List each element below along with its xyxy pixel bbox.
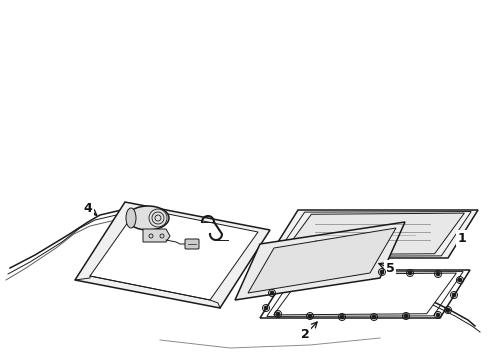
Circle shape <box>408 271 412 275</box>
Circle shape <box>452 293 456 297</box>
Text: 1: 1 <box>458 231 466 244</box>
Polygon shape <box>260 270 470 318</box>
Circle shape <box>340 315 344 319</box>
Circle shape <box>436 272 440 276</box>
Polygon shape <box>143 229 170 242</box>
Text: 3: 3 <box>218 249 226 262</box>
Polygon shape <box>235 222 405 300</box>
Text: 2: 2 <box>301 328 309 342</box>
Polygon shape <box>282 213 465 255</box>
Polygon shape <box>273 273 456 315</box>
Polygon shape <box>248 228 396 293</box>
Circle shape <box>296 272 300 276</box>
Circle shape <box>270 291 274 295</box>
Circle shape <box>372 315 376 319</box>
Ellipse shape <box>126 208 136 228</box>
Circle shape <box>352 270 356 274</box>
Circle shape <box>276 276 280 280</box>
Polygon shape <box>90 208 258 300</box>
Circle shape <box>436 313 440 317</box>
Circle shape <box>446 308 450 312</box>
Polygon shape <box>75 202 270 308</box>
Ellipse shape <box>127 206 169 230</box>
Text: 5: 5 <box>386 261 394 274</box>
Circle shape <box>404 314 408 318</box>
Circle shape <box>308 314 312 318</box>
Circle shape <box>458 278 462 282</box>
Text: 6: 6 <box>136 238 145 251</box>
Circle shape <box>380 270 384 274</box>
Polygon shape <box>268 210 478 258</box>
FancyBboxPatch shape <box>185 239 199 249</box>
Circle shape <box>264 306 268 310</box>
Circle shape <box>324 271 328 275</box>
Text: 4: 4 <box>84 202 93 215</box>
Circle shape <box>276 312 280 316</box>
